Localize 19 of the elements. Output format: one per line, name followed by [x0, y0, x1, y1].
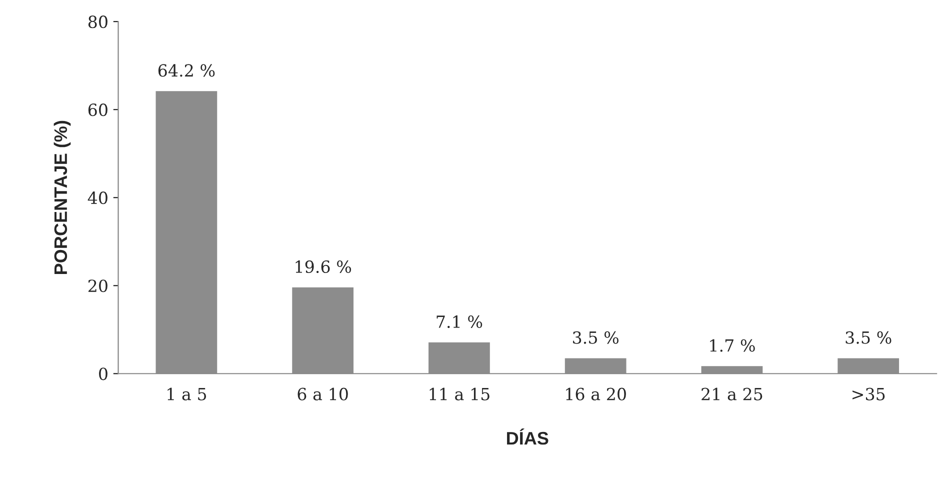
x-tick-label: >35: [852, 388, 885, 400]
x-tick-label: 1 a 5: [168, 388, 206, 400]
data-label: 7.1 %: [436, 315, 482, 328]
y-tick-label: 0: [99, 368, 108, 380]
x-axis-title: DÍAS: [507, 428, 548, 445]
y-tick-label: 40: [88, 192, 108, 204]
y-tick-label: 80: [88, 16, 108, 28]
y-tick-label: 60: [88, 104, 108, 116]
data-label: 64.2 %: [158, 64, 215, 77]
data-label: 19.6 %: [296, 260, 352, 274]
x-tick-label: 11 a 15: [430, 388, 490, 400]
data-label: 3.5 %: [573, 331, 618, 344]
y-axis-title: PORCENTAJE (%): [54, 120, 71, 274]
x-tick-label: 16 a 20: [566, 388, 626, 400]
x-tick-label: 6 a 10: [298, 388, 348, 400]
data-label: 1.7 %: [710, 339, 755, 352]
x-tick-label: 21 a 25: [702, 388, 762, 400]
y-tick-label: 20: [88, 280, 108, 292]
data-label: 3.5 %: [846, 331, 892, 344]
